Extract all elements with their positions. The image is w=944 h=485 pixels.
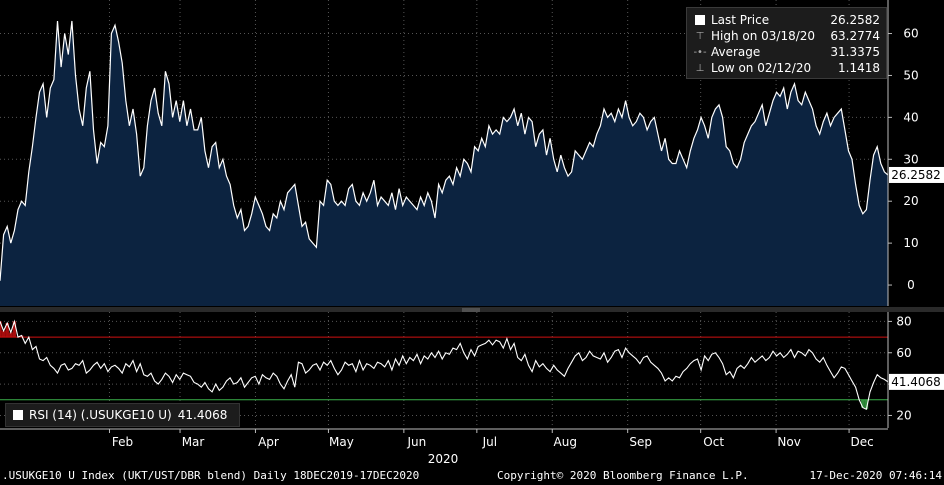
- x-tick-label: Apr: [258, 435, 279, 449]
- price-last-label: 26.2582: [891, 168, 941, 182]
- footer-copyright: Copyright© 2020 Bloomberg Finance L.P.: [497, 469, 749, 482]
- x-tick-label: Sep: [629, 435, 652, 449]
- legend-label: High on 03/18/20: [711, 29, 816, 43]
- y-tick-label: 60: [903, 27, 918, 41]
- y-tick-label: 30: [903, 152, 918, 166]
- price-last-box: [889, 166, 944, 183]
- x-tick-label: Aug: [554, 435, 577, 449]
- rsi-overbought-fill: [0, 321, 24, 338]
- legend-row-high: ⊤ High on 03/18/20 63.2774: [693, 28, 880, 44]
- legend-label: Last Price: [711, 13, 770, 27]
- square-icon: [693, 15, 707, 25]
- x-tick-label: Jul: [482, 435, 497, 449]
- rsi-grid: [0, 312, 888, 428]
- price-legend[interactable]: Last Price 26.2582 ⊤ High on 03/18/20 63…: [686, 7, 887, 79]
- legend-value: 31.3375: [830, 45, 880, 59]
- x-axis-year-label: 2020: [428, 452, 459, 466]
- legend-label: Average: [711, 45, 761, 59]
- rsi-last-marker: 41.4068: [889, 373, 944, 390]
- y-tick-label: 20: [896, 408, 911, 422]
- y-tick-label: 10: [903, 236, 918, 250]
- footer-security: .USUKGE10 U Index (UKT/UST/DBR blend) Da…: [2, 469, 420, 482]
- x-tick-label: Feb: [112, 435, 133, 449]
- legend-row-last-price: Last Price 26.2582: [693, 12, 880, 28]
- y-tick-label: 20: [903, 194, 918, 208]
- average-marker-icon: -•-: [693, 46, 707, 58]
- x-tick-label: Nov: [777, 435, 800, 449]
- legend-row-average: -•- Average 31.3375: [693, 44, 880, 60]
- rsi-last-label: 41.4068: [891, 375, 941, 389]
- square-icon: [13, 410, 23, 420]
- y-tick-label: 40: [903, 110, 918, 124]
- y-tick-label: 80: [896, 314, 911, 328]
- footer-timestamp: 17-Dec-2020 07:46:14: [809, 469, 942, 482]
- price-line: [0, 20, 889, 281]
- rsi-legend-value: 41.4068: [177, 408, 228, 422]
- x-tick-label: Dec: [850, 435, 873, 449]
- legend-row-low: ⊥ Low on 02/12/20 1.1418: [693, 60, 880, 76]
- high-marker-icon: ⊤: [695, 30, 705, 42]
- price-area-fill: [0, 21, 888, 306]
- x-axis: Feb Mar Apr May Jun Jul Aug Sep Oct Nov Dec: [0, 428, 888, 449]
- legend-value: 1.1418: [838, 61, 880, 75]
- y-tick-label: 60: [896, 346, 911, 360]
- rsi-line: [0, 319, 889, 410]
- legend-value: 63.2774: [830, 29, 880, 43]
- price-last-marker: 26.2582: [889, 166, 944, 183]
- low-marker-icon: ⊥: [695, 62, 705, 74]
- footer: .USUKGE10 U Index (UKT/UST/DBR blend) Da…: [0, 468, 944, 485]
- panel-divider[interactable]: [0, 307, 944, 312]
- rsi-legend[interactable]: RSI (14) (.USUKGE10 U) 41.4068: [5, 403, 240, 427]
- price-y-axis: 0 10 20 30 40 50 60: [887, 0, 919, 306]
- y-tick-label: 0: [907, 278, 915, 292]
- x-tick-label: May: [329, 435, 354, 449]
- rsi-last-box: [889, 373, 944, 390]
- rsi-legend-label: RSI (14) (.USUKGE10 U): [29, 408, 172, 422]
- x-tick-label: Jun: [406, 435, 426, 449]
- y-tick-label: 50: [903, 68, 918, 82]
- legend-label: Low on 02/12/20: [711, 61, 812, 75]
- legend-value: 26.2582: [830, 13, 880, 27]
- x-tick-label: Mar: [182, 435, 205, 449]
- x-tick-label: Oct: [703, 435, 724, 449]
